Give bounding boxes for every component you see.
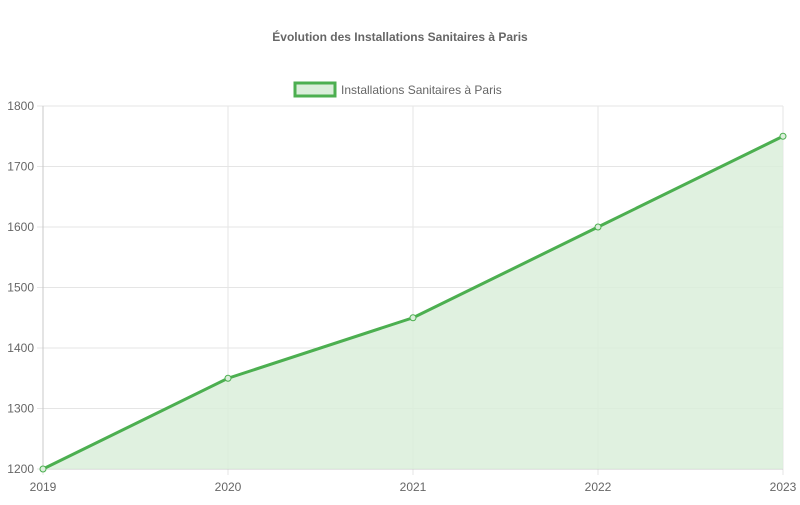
y-tick-label: 1800 xyxy=(7,99,34,113)
series-area xyxy=(43,136,783,469)
legend-swatch xyxy=(293,81,337,98)
y-tick-label: 1400 xyxy=(7,341,34,355)
series xyxy=(39,132,787,473)
y-tick-label: 1700 xyxy=(7,160,34,174)
data-point[interactable] xyxy=(39,465,47,473)
x-tick-label: 2019 xyxy=(30,480,57,494)
data-point[interactable] xyxy=(779,132,787,140)
y-tick-label: 1300 xyxy=(7,402,34,416)
x-tick-label: 2021 xyxy=(400,480,427,494)
legend[interactable]: Installations Sanitaires à Paris xyxy=(293,81,502,98)
y-tick-label: 1200 xyxy=(7,462,34,476)
data-point[interactable] xyxy=(224,374,232,382)
legend-label: Installations Sanitaires à Paris xyxy=(341,83,502,97)
chart-title: Évolution des Installations Sanitaires à… xyxy=(272,29,528,44)
x-tick-label: 2022 xyxy=(585,480,612,494)
data-point[interactable] xyxy=(409,314,417,322)
x-tick-label: 2020 xyxy=(215,480,242,494)
data-point[interactable] xyxy=(594,223,602,231)
x-tick-label: 2023 xyxy=(770,480,797,494)
y-tick-label: 1600 xyxy=(7,220,34,234)
y-tick-label: 1500 xyxy=(7,281,34,295)
